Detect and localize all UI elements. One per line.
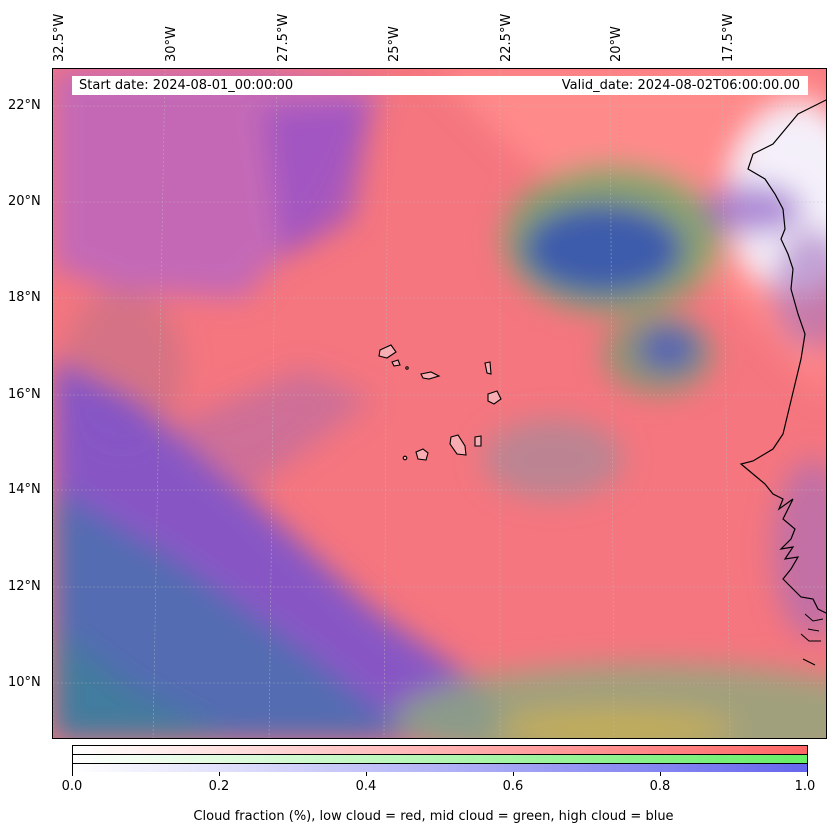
lon-label-30w: 30°W	[164, 26, 179, 62]
cloud-layers	[53, 69, 826, 738]
island-fogo	[415, 448, 429, 461]
colorbar-red-row	[73, 746, 807, 755]
valid-date-label: Valid_date: 2024-08-02T06:00:00.00	[561, 78, 800, 93]
lat-label-18n: 18°N	[8, 290, 41, 305]
lon-label-25w: 25°W	[387, 26, 402, 62]
high-cloud-coast	[773, 229, 826, 349]
colorbar-green-row	[73, 755, 807, 764]
island-santiago	[449, 434, 467, 456]
cloud-fraction-map[interactable]	[52, 68, 827, 739]
high-cloud-patch-2	[638, 327, 698, 371]
colorbar-blue-row	[73, 764, 807, 772]
colorbar-tick	[513, 772, 514, 776]
map-canvas	[53, 69, 826, 738]
coastline-west-africa	[739, 99, 826, 614]
colorbar	[72, 745, 808, 772]
island-sao-nicolau	[420, 371, 441, 380]
colorbar-tick	[807, 772, 808, 776]
island-brava	[402, 455, 408, 461]
island-sal	[484, 361, 492, 375]
lat-label-22n: 22°N	[8, 98, 41, 113]
lat-label-16n: 16°N	[8, 387, 41, 402]
colorbar-tick	[72, 772, 73, 776]
lon-label-17-5w: 17.5°W	[721, 13, 736, 62]
island-sao-vicente	[391, 359, 401, 367]
lat-label-10n: 10°N	[8, 675, 41, 690]
high-cloud-core-ne	[523, 204, 683, 294]
low-cloud-bright-area	[433, 69, 826, 397]
high-cloud-sw-core	[53, 489, 411, 738]
colorbar-tick	[366, 772, 367, 776]
start-date-label: Start date: 2024-08-01_00:00:00	[79, 78, 294, 93]
colorbar-tick-label: 1.0	[794, 779, 816, 794]
lat-label-12n: 12°N	[8, 579, 41, 594]
lon-label-22-5w: 22.5°W	[499, 13, 514, 62]
colorbar-tick	[660, 772, 661, 776]
graticule	[53, 69, 826, 738]
island-boa-vista	[487, 390, 502, 405]
lat-label-20n: 20°N	[8, 194, 41, 209]
lon-label-20w: 20°W	[609, 26, 624, 62]
colorbar-tick-label: 0.4	[355, 779, 377, 794]
colorbar-tick-label: 0.2	[208, 779, 230, 794]
mid-cloud-yellow-south	[493, 709, 733, 738]
colorbar-tick-label: 0.8	[649, 779, 671, 794]
island-santa-luzia	[405, 366, 409, 370]
colorbar-tick-label: 0.6	[502, 779, 524, 794]
high-cloud-streak-center	[163, 369, 373, 489]
lon-label-27-5w: 27.5°W	[276, 13, 291, 62]
coastline-guinea-bissau	[800, 613, 824, 666]
lat-label-14n: 14°N	[8, 482, 41, 497]
island-maio	[474, 435, 482, 447]
high-cloud-nw-core	[263, 99, 373, 259]
island-santo-antao	[378, 344, 397, 359]
date-banner: Start date: 2024-08-01_00:00:00 Valid_da…	[72, 76, 808, 95]
colorbar-tick-label: 0.0	[61, 779, 83, 794]
cape-verde-islands	[378, 344, 502, 461]
colorbar-tick	[219, 772, 220, 776]
lon-label-32-5w: 32.5°W	[52, 13, 67, 62]
mixed-cloud-center	[483, 419, 623, 499]
mixed-cloud-sw-corner	[53, 629, 230, 738]
high-cloud-ne-small	[703, 184, 803, 234]
colorbar-title: Cloud fraction (%), low cloud = red, mid…	[193, 809, 674, 824]
